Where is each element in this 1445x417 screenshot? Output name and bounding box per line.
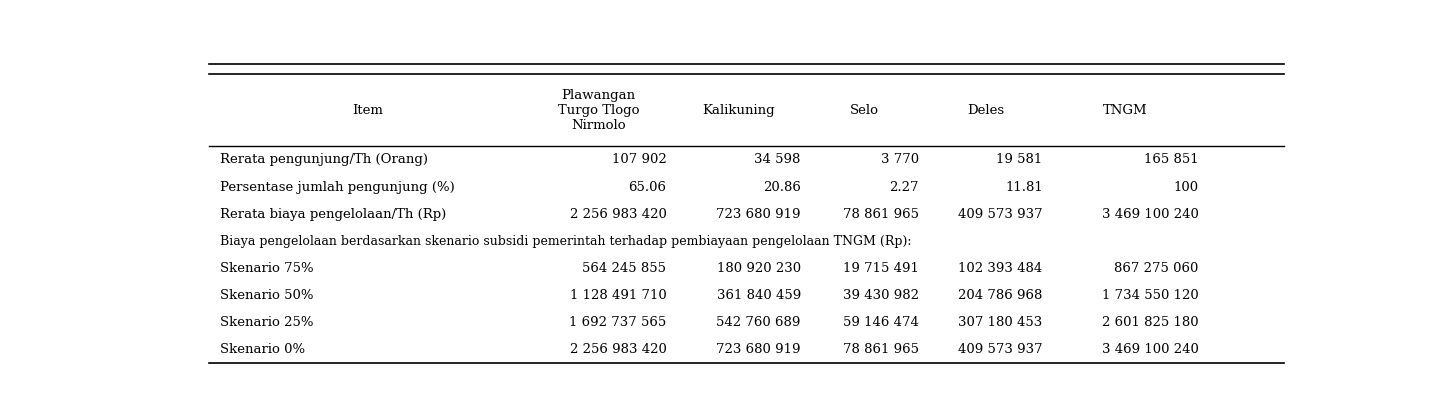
Text: 3 469 100 240: 3 469 100 240 [1101, 208, 1198, 221]
Text: 409 573 937: 409 573 937 [958, 343, 1043, 356]
Text: 11.81: 11.81 [1004, 181, 1043, 193]
Text: 78 861 965: 78 861 965 [842, 208, 919, 221]
Text: Rerata biaya pengelolaan/Th (Rp): Rerata biaya pengelolaan/Th (Rp) [220, 208, 447, 221]
Text: Kalikuning: Kalikuning [702, 104, 775, 117]
Text: 1 692 737 565: 1 692 737 565 [569, 316, 666, 329]
Text: 78 861 965: 78 861 965 [842, 343, 919, 356]
Text: 3 770: 3 770 [881, 153, 919, 166]
Text: 564 245 855: 564 245 855 [582, 262, 666, 275]
Text: TNGM: TNGM [1103, 104, 1147, 117]
Text: 2 601 825 180: 2 601 825 180 [1103, 316, 1198, 329]
Text: 1 128 491 710: 1 128 491 710 [569, 289, 666, 302]
Text: 59 146 474: 59 146 474 [844, 316, 919, 329]
Text: 361 840 459: 361 840 459 [717, 289, 801, 302]
Text: 204 786 968: 204 786 968 [958, 289, 1043, 302]
Text: 2 256 983 420: 2 256 983 420 [569, 343, 666, 356]
Text: 1 734 550 120: 1 734 550 120 [1103, 289, 1198, 302]
Text: Item: Item [351, 104, 383, 117]
Text: Selo: Selo [850, 104, 879, 117]
Text: 723 680 919: 723 680 919 [717, 343, 801, 356]
Text: 307 180 453: 307 180 453 [958, 316, 1043, 329]
Text: 34 598: 34 598 [754, 153, 801, 166]
Text: 723 680 919: 723 680 919 [717, 208, 801, 221]
Text: 19 581: 19 581 [997, 153, 1043, 166]
Text: 2 256 983 420: 2 256 983 420 [569, 208, 666, 221]
Text: 20.86: 20.86 [763, 181, 801, 193]
Text: 542 760 689: 542 760 689 [717, 316, 801, 329]
Text: 19 715 491: 19 715 491 [844, 262, 919, 275]
Text: Skenario 50%: Skenario 50% [220, 289, 314, 302]
Text: Skenario 0%: Skenario 0% [220, 343, 305, 356]
Text: 65.06: 65.06 [629, 181, 666, 193]
Text: Deles: Deles [967, 104, 1004, 117]
Text: Skenario 75%: Skenario 75% [220, 262, 314, 275]
Text: 107 902: 107 902 [611, 153, 666, 166]
Text: 102 393 484: 102 393 484 [958, 262, 1043, 275]
Text: Rerata pengunjung/Th (Orang): Rerata pengunjung/Th (Orang) [220, 153, 428, 166]
Text: 2.27: 2.27 [890, 181, 919, 193]
Text: Biaya pengelolaan berdasarkan skenario subsidi pemerintah terhadap pembiayaan pe: Biaya pengelolaan berdasarkan skenario s… [220, 235, 912, 248]
Text: Plawangan
Turgo Tlogo
Nirmolo: Plawangan Turgo Tlogo Nirmolo [558, 89, 639, 132]
Text: 867 275 060: 867 275 060 [1114, 262, 1198, 275]
Text: 100: 100 [1173, 181, 1198, 193]
Text: Persentase jumlah pengunjung (%): Persentase jumlah pengunjung (%) [220, 181, 455, 193]
Text: Skenario 25%: Skenario 25% [220, 316, 314, 329]
Text: 180 920 230: 180 920 230 [717, 262, 801, 275]
Text: 39 430 982: 39 430 982 [842, 289, 919, 302]
Text: 409 573 937: 409 573 937 [958, 208, 1043, 221]
Text: 165 851: 165 851 [1144, 153, 1198, 166]
Text: 3 469 100 240: 3 469 100 240 [1101, 343, 1198, 356]
